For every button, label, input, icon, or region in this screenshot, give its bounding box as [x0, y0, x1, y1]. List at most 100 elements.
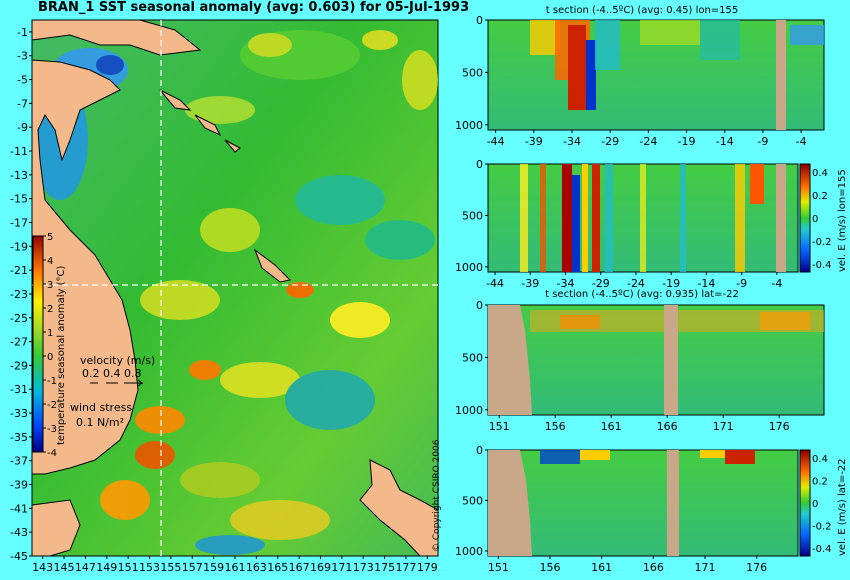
section-y-tick-label: 1000: [455, 404, 483, 417]
map-y-tick-label: -11: [10, 145, 28, 158]
velocity-colorbar-tick-label: 0.4: [812, 454, 828, 465]
map-y-tick-label: -39: [10, 479, 28, 492]
map-x-tick-label: 153: [139, 561, 160, 574]
section-x-tick-label: -39: [525, 135, 543, 148]
map-x-tick-label: 151: [118, 561, 139, 574]
section1-title: t section (-4..5ºC) (avg: 0.45) lon=155: [545, 5, 739, 16]
velocity-colorbar-tick-label: -0.4: [812, 544, 832, 555]
section3-land: [488, 305, 532, 415]
section-y-tick-label: 500: [462, 66, 483, 79]
colorbar-tick-label: 0: [47, 352, 53, 363]
colorbar-label: temperature seasonal anomaly (°C): [56, 266, 67, 445]
map-x-tick-label: 163: [246, 561, 267, 574]
section4-land: [488, 450, 532, 556]
colorbar-gradient: [32, 235, 44, 453]
map-y-tick-label: -23: [10, 288, 28, 301]
map-x-tick-label: 167: [289, 561, 310, 574]
map-x-tick-label: 147: [75, 561, 96, 574]
section-x-tick-label: -4: [771, 277, 782, 290]
map-x-ticks: 143 145 147 149 151 153 155 157 159 161 163 165 167 1…: [32, 556, 438, 574]
map-x-tick-label: 173: [353, 561, 374, 574]
velocity-colorbar-tick-label: 0.4: [812, 168, 828, 179]
section2-colorbar-label: vel. E (m/s) lon=155: [837, 169, 848, 272]
section-x-tick-label: -4: [796, 135, 807, 148]
section-x-tick-label: 156: [540, 561, 561, 574]
section-x-tick-label: -29: [592, 277, 610, 290]
map-y-tick-label: -15: [10, 193, 28, 206]
map-x-tick-label: 157: [182, 561, 203, 574]
map-y-tick-label: -13: [10, 169, 28, 182]
velocity-arrows: [90, 379, 144, 387]
map-y-tick-label: -5: [17, 74, 28, 87]
map-y-tick-label: -33: [10, 407, 28, 420]
section-x-tick-label: 161: [601, 420, 622, 433]
velocity-colorbar-tick-label: 0: [812, 214, 818, 225]
section-x-tick-label: 166: [657, 420, 678, 433]
section-x-tick-label: -24: [627, 277, 645, 290]
map-y-tick-label: -17: [10, 216, 28, 229]
section-x-tick-label: 151: [488, 561, 509, 574]
section-y-tick-label: 0: [476, 14, 483, 27]
section-y-tick-label: 0: [476, 299, 483, 312]
section-x-tick-label: -14: [697, 277, 715, 290]
new-zealand-landmass: [359, 459, 439, 557]
section2-colorbar: [799, 163, 811, 273]
map-x-tick-label: 159: [203, 561, 224, 574]
section-x-tick-label: -34: [563, 135, 581, 148]
velocity-colorbar-tick-label: 0: [812, 499, 818, 510]
map-y-tick-label: -25: [10, 312, 28, 325]
colorbar-ticks: 5 4 3 2 1 0 -1 -2 -3 -4: [43, 232, 57, 459]
section-x-tick-label: 166: [643, 561, 664, 574]
map-y-tick-label: -45: [10, 550, 28, 563]
section-x-tick-label: -44: [486, 277, 504, 290]
section-y-tick-label: 500: [462, 209, 483, 222]
map-y-tick-label: -7: [17, 97, 28, 110]
colorbar-tick-label: -4: [47, 448, 57, 459]
vector-legend: velocity (m/s) 0.2 0.4 0.8 wind stress 0…: [70, 354, 155, 429]
section-x-tick-label: -44: [487, 135, 505, 148]
colorbar-tick-label: -3: [47, 424, 57, 435]
map-x-tick-label: 145: [54, 561, 75, 574]
map-x-tick-label: 171: [331, 561, 352, 574]
map-y-tick-label: -41: [10, 502, 28, 515]
velocity-colorbar-tick-label: 0.2: [812, 191, 828, 202]
section-x-tick-label: 176: [769, 420, 790, 433]
colorbar-tick-label: 1: [47, 328, 53, 339]
section-x-tick-label: -29: [601, 135, 619, 148]
section-x-tick-label: -14: [716, 135, 734, 148]
australia-landmass: [31, 59, 139, 475]
section4-panel: 151 156 161 166 171 176 0 500 1000 0.4 0.2 0 -0.2 -0…: [455, 444, 848, 574]
section-x-tick-label: -24: [639, 135, 657, 148]
wind-stress-label: wind stress: [70, 401, 132, 414]
section4-plot-area: [487, 449, 799, 557]
section-x-tick-label: 171: [713, 420, 734, 433]
section-x-tick-label: 151: [489, 420, 510, 433]
colorbar-tick-label: -2: [47, 400, 57, 411]
colorbar-tick-label: -1: [47, 376, 57, 387]
section-y-tick-label: 500: [462, 494, 483, 507]
section-x-tick-label: -19: [678, 135, 696, 148]
map-y-tick-label: -43: [10, 526, 28, 539]
new-caledonia: [253, 248, 292, 283]
wind-stress-scale: 0.1 N/m²: [76, 416, 124, 429]
map-x-tick-label: 155: [160, 561, 181, 574]
map-y-tick-label: -9: [17, 121, 28, 134]
section3-title: t section (-4..5ºC) (avg: 0.935) lat=-22: [545, 289, 739, 300]
map-title: BRAN_1 SST seasonal anomaly (avg: 0.603)…: [38, 0, 470, 15]
velocity-label: velocity (m/s): [80, 354, 155, 367]
anomaly-colorbar: 5 4 3 2 1 0 -1 -2 -3 -4 temperature seasonal anom…: [32, 232, 67, 459]
colorbar-tick-label: 3: [47, 280, 53, 291]
velocity-colorbar-tick-label: -0.2: [812, 522, 832, 533]
map-y-tick-label: -21: [10, 264, 28, 277]
map-x-tick-label: 165: [267, 561, 288, 574]
section-y-tick-label: 0: [476, 444, 483, 457]
section-x-tick-label: -39: [521, 277, 539, 290]
velocity-colorbar-tick-label: -0.4: [812, 260, 832, 271]
section-x-tick-label: -34: [557, 277, 575, 290]
map-x-tick-label: 179: [417, 561, 438, 574]
map-y-tick-label: -19: [10, 240, 28, 253]
section-x-tick-label: 171: [695, 561, 716, 574]
map-x-tick-label: 177: [395, 561, 416, 574]
section1-panel: -44 -39 -34 -29 -24 -19 -14 -9 -4 0 500 1000: [455, 14, 825, 148]
